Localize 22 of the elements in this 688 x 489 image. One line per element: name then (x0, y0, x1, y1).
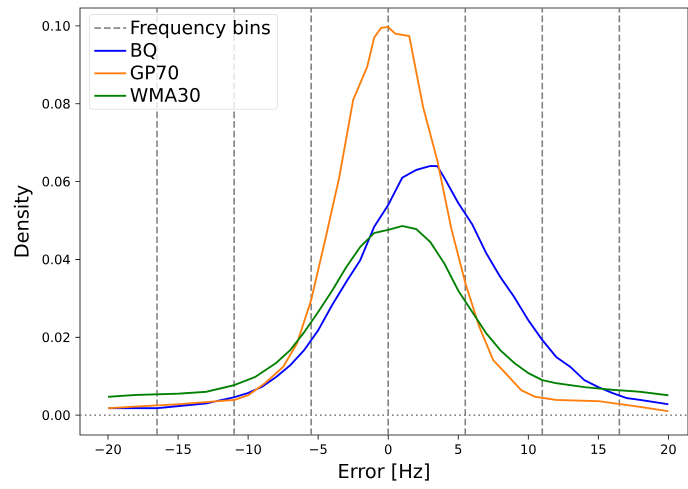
x-tick-label: 0 (384, 444, 392, 454)
y-tick-label: 0.08 (42, 98, 70, 109)
x-tick-label: −10 (236, 444, 261, 454)
x-tick-label: 10 (521, 444, 536, 454)
y-axis-title: Density (14, 185, 33, 256)
x-tick-label: 15 (592, 444, 606, 454)
line-series (107, 225, 670, 398)
x-tick-label: −15 (166, 444, 191, 454)
legend-label: BQ (132, 42, 156, 60)
ref-line-label: Frequency bins (132, 20, 270, 38)
y-tick-label: 0.06 (42, 176, 70, 187)
y-tick-label: 0.00 (42, 410, 70, 420)
x-tick-label: −5 (310, 444, 327, 454)
y-tick-label: 0.10 (42, 20, 70, 31)
x-axis-title: Error [Hz] (339, 463, 429, 481)
x-tick-label: −20 (96, 444, 121, 454)
x-tick-label: 5 (455, 444, 462, 454)
y-tick-label: 0.04 (42, 254, 70, 264)
legend-label: GP70 (130, 65, 178, 80)
y-tick-label: 0.02 (42, 332, 70, 342)
x-tick-label: 20 (661, 444, 676, 454)
legend-label: WMA30 (130, 88, 200, 102)
